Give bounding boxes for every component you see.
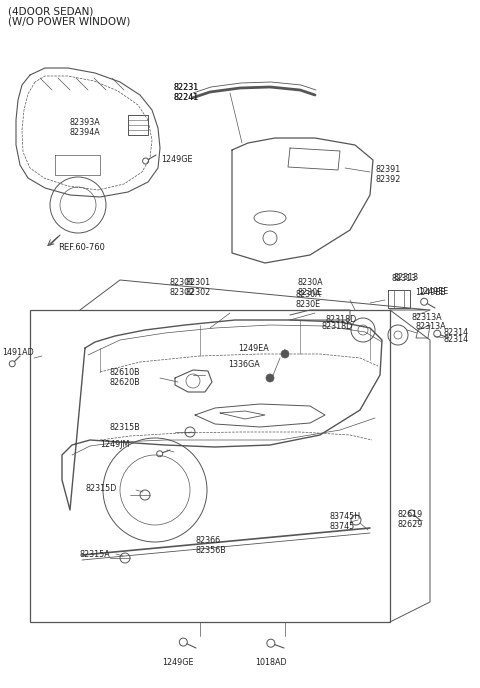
Text: 82301
82302: 82301 82302 <box>169 278 194 297</box>
Text: 8230A
8230E: 8230A 8230E <box>298 278 324 297</box>
Text: 82231
82241: 82231 82241 <box>174 83 199 103</box>
Circle shape <box>266 374 274 382</box>
Text: 82366
82356B: 82366 82356B <box>195 536 226 555</box>
Text: 82318D: 82318D <box>322 322 353 331</box>
Text: 82315B: 82315B <box>110 423 141 432</box>
Text: 82315A: 82315A <box>80 550 111 559</box>
Text: (W/O POWER WINDOW): (W/O POWER WINDOW) <box>8 17 131 27</box>
Text: (4DOOR SEDAN): (4DOOR SEDAN) <box>8 6 94 16</box>
Text: 8230A
8230E: 8230A 8230E <box>295 290 321 310</box>
Text: 82619
82629: 82619 82629 <box>398 510 423 529</box>
Text: 82313A: 82313A <box>415 322 445 331</box>
Circle shape <box>281 350 289 358</box>
Text: 1249GE: 1249GE <box>162 658 193 667</box>
Text: 82393A
82394A: 82393A 82394A <box>70 118 101 138</box>
Text: 82315D: 82315D <box>85 484 116 493</box>
Text: 1336GA: 1336GA <box>228 360 260 369</box>
Text: 1491AD: 1491AD <box>2 348 34 357</box>
Text: 82313A: 82313A <box>412 313 443 322</box>
Text: 83745H
83745: 83745H 83745 <box>330 512 361 531</box>
Text: 1249EE: 1249EE <box>418 287 448 296</box>
Text: REF.60-760: REF.60-760 <box>58 243 105 252</box>
Text: 82610B
82620B: 82610B 82620B <box>110 368 141 387</box>
Text: 1018AD: 1018AD <box>255 658 287 667</box>
Text: 1249JM: 1249JM <box>100 440 130 449</box>
Text: 1249GE: 1249GE <box>161 155 192 164</box>
Text: 1249EE: 1249EE <box>415 288 445 297</box>
Text: 82391
82392: 82391 82392 <box>375 165 400 184</box>
Text: 82301
82302: 82301 82302 <box>185 278 210 297</box>
Text: 82231
82241: 82231 82241 <box>174 83 199 103</box>
Text: 82313: 82313 <box>393 273 418 282</box>
Bar <box>30 310 390 622</box>
Text: 82314: 82314 <box>444 335 469 344</box>
Text: 82314: 82314 <box>444 328 469 337</box>
Text: 1249EA: 1249EA <box>238 344 269 353</box>
Text: 82313: 82313 <box>391 274 416 283</box>
Text: 82318D: 82318D <box>325 315 356 324</box>
